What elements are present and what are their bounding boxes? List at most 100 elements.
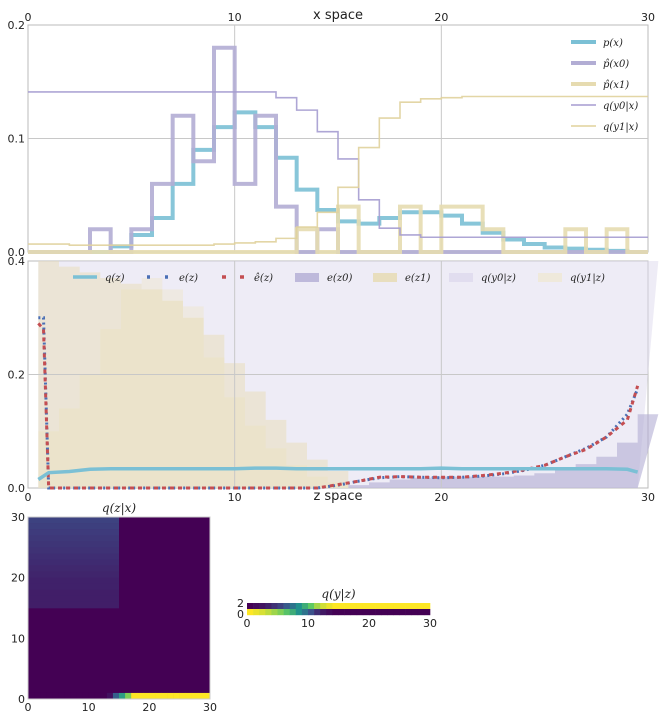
qyz-cell bbox=[271, 603, 278, 610]
qzx-cell bbox=[179, 692, 187, 699]
qyz-cell bbox=[253, 603, 260, 610]
z-space-legend-swatch-e_z0 bbox=[295, 273, 319, 282]
qzx-cell bbox=[167, 692, 174, 699]
z-space-legend-label-q_z: q(z) bbox=[105, 273, 125, 284]
x-space-series-q_y0_x bbox=[28, 91, 648, 239]
qyz-cell bbox=[283, 603, 290, 610]
qyz-cell bbox=[356, 603, 364, 610]
qzx-cell bbox=[28, 535, 119, 542]
z-space-fill-e_z1 bbox=[38, 261, 659, 488]
z-space-grid bbox=[28, 261, 648, 488]
qyz-cell bbox=[308, 603, 315, 610]
qzx-title: q(z|x) bbox=[102, 501, 136, 515]
qyz-ytick: 2 bbox=[237, 597, 244, 610]
z-space-ytick: 0.2 bbox=[8, 369, 26, 382]
qyz-cell bbox=[381, 609, 388, 616]
qzx-cell bbox=[173, 692, 180, 699]
qzx-xtick: 20 bbox=[142, 701, 156, 714]
x-space-title: x space bbox=[313, 8, 363, 23]
qyz-cell bbox=[338, 603, 345, 610]
qyz-cell bbox=[381, 603, 388, 610]
qzx-cell bbox=[149, 692, 156, 699]
qyz-cell bbox=[369, 609, 376, 616]
qyz-cell bbox=[289, 609, 297, 616]
qzx-cell bbox=[125, 692, 132, 699]
qzx-heatmap-panel: 0 10 20 30 0 10 20 30 q(z|x) bbox=[11, 501, 217, 714]
qyz-cell bbox=[289, 603, 297, 610]
qzx-cell bbox=[28, 571, 119, 578]
qyz-cell bbox=[399, 609, 406, 616]
qzx-cell bbox=[58, 692, 65, 699]
z-space-panel: 0 10 20 30 0.0 0.2 0.4 z space q(z) e(z) ê… bbox=[8, 255, 659, 504]
z-space-y-ticks: 0.0 0.2 0.4 bbox=[8, 255, 26, 495]
qzx-y-ticks: 0 10 20 30 bbox=[11, 511, 25, 706]
qzx-cell bbox=[100, 692, 108, 699]
qzx-cell bbox=[40, 692, 47, 699]
qzx-cell bbox=[34, 692, 41, 699]
qzx-cell bbox=[94, 692, 102, 699]
qyz-cell bbox=[411, 609, 419, 616]
qyz-cell bbox=[265, 609, 272, 616]
qzx-ytick: 0 bbox=[18, 693, 25, 706]
x-space-xtick: 30 bbox=[641, 11, 655, 24]
qzx-cell bbox=[28, 583, 119, 591]
z-space-legend-label-q_y1_z: q(y1|z) bbox=[570, 273, 605, 284]
z-space-legend: q(z) e(z) ê(z) e(z0) e(z1) q(y0|z) q(y1|z) bbox=[73, 273, 605, 284]
qyz-cell bbox=[393, 603, 400, 610]
qyz-cell bbox=[247, 603, 254, 610]
qyz-cell bbox=[387, 609, 394, 616]
qyz-cell bbox=[326, 609, 333, 616]
z-space-series-e_hat_z bbox=[37, 322, 640, 490]
x-space-series-p_hat_x0 bbox=[28, 45, 648, 254]
qzx-cell bbox=[131, 692, 138, 699]
qyz-ytick: 0 bbox=[237, 608, 244, 621]
z-space-legend-label-q_y0_z: q(y0|z) bbox=[481, 273, 516, 284]
qyz-cell bbox=[295, 609, 303, 616]
x-space-series-p_hat_x1 bbox=[28, 204, 648, 254]
qyz-title: q(y|z) bbox=[321, 587, 356, 601]
qzx-heatmap-cells bbox=[27, 516, 211, 700]
qzx-cell bbox=[28, 589, 119, 597]
qyz-cell bbox=[259, 603, 266, 610]
qyz-cell bbox=[362, 609, 370, 616]
qyz-cell bbox=[399, 603, 406, 610]
x-space-series-p_x bbox=[28, 110, 648, 254]
qzx-cell bbox=[28, 601, 119, 609]
qyz-cell bbox=[344, 609, 351, 616]
z-space-ytick: 0.4 bbox=[8, 255, 26, 268]
x-space-legend: p(x) p̂(x0) p̂(x1) q(y0|x) q(y1|x) bbox=[571, 38, 638, 133]
qzx-cell bbox=[203, 692, 211, 699]
qyz-cell bbox=[338, 609, 345, 616]
z-space-title: z space bbox=[313, 489, 362, 504]
qzx-ytick: 20 bbox=[11, 572, 25, 585]
qyz-cell bbox=[375, 609, 382, 616]
qzx-cell bbox=[191, 692, 199, 699]
qyz-xtick: 0 bbox=[244, 617, 251, 630]
qzx-cell bbox=[82, 692, 89, 699]
qyz-cell bbox=[277, 609, 284, 616]
qzx-cell bbox=[28, 559, 119, 566]
qzx-cell bbox=[28, 541, 119, 548]
qyz-cell bbox=[259, 609, 266, 616]
qyz-cell bbox=[271, 609, 278, 616]
qyz-cell bbox=[344, 603, 351, 610]
z-space-xtick: 20 bbox=[434, 491, 448, 504]
z-space-fill-e_z0 bbox=[38, 414, 659, 488]
z-space-xtick: 0 bbox=[25, 491, 32, 504]
x-space-legend-label-p_hat_x0: p̂(x0) bbox=[603, 59, 629, 70]
x-space-y-ticks: 0.0 0.1 0.2 bbox=[8, 19, 26, 259]
qyz-cell bbox=[301, 603, 309, 610]
qyz-cell bbox=[393, 609, 400, 616]
x-space-series-q_y1_x bbox=[28, 95, 648, 246]
x-space-ytick: 0.1 bbox=[8, 133, 26, 146]
qzx-cell bbox=[52, 692, 59, 699]
x-space-xtick: 20 bbox=[434, 11, 448, 24]
x-space-legend-label-q_y1_x: q(y1|x) bbox=[603, 122, 638, 133]
qzx-cell bbox=[106, 692, 114, 699]
qzx-cell bbox=[28, 577, 119, 585]
qzx-xtick: 0 bbox=[25, 701, 32, 714]
qyz-cell bbox=[405, 603, 412, 610]
qyz-cell bbox=[301, 609, 309, 616]
qyz-cell bbox=[320, 609, 327, 616]
